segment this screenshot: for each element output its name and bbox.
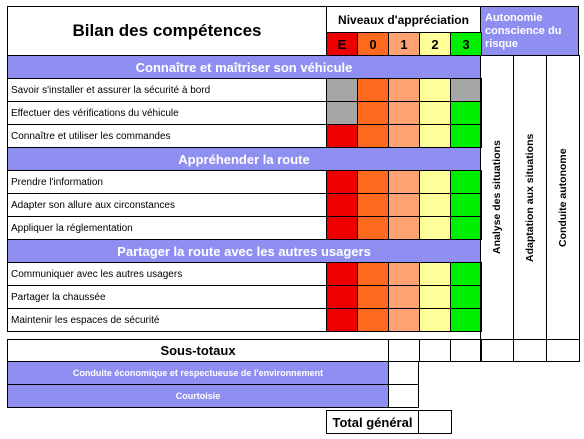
level-cell-1[interactable] [388,216,420,240]
level-cell-1[interactable] [388,308,420,332]
extra-courtoisie: Courtoisie [7,384,389,408]
level-cell-0[interactable] [357,170,389,194]
subtotal-cell-autonomy-0[interactable] [480,339,514,362]
level-cell-1[interactable] [388,193,420,217]
subtotal-cell-autonomy-2[interactable] [546,339,580,362]
subtotal-cell-level-1[interactable] [388,339,420,362]
level-cell-1[interactable] [388,170,420,194]
level-cell-2[interactable] [419,101,451,125]
section-title: Partager la route avec les autres usager… [7,239,481,263]
level-cell-3[interactable] [450,216,482,240]
level-cell-3[interactable] [450,262,482,286]
row-label: Appliquer la réglementation [7,216,327,240]
level-header-1: 0 [357,32,389,56]
subtotal-cell-autonomy-1[interactable] [513,339,547,362]
level-cell-1[interactable] [388,78,420,102]
level-cell-E[interactable] [326,101,358,125]
level-cell-0[interactable] [357,124,389,148]
level-cell-1[interactable] [388,262,420,286]
level-cell-E[interactable] [326,170,358,194]
level-cell-1[interactable] [388,101,420,125]
level-cell-2[interactable] [419,216,451,240]
level-cell-0[interactable] [357,285,389,309]
level-cell-2[interactable] [419,170,451,194]
row-label: Partager la chaussée [7,285,327,309]
level-header-4: 3 [450,32,482,56]
extra-eco: Conduite économique et respectueuse de l… [7,361,389,385]
autonomy-column-0: Analyse des situations [480,55,514,340]
subtotal-cell-level-3[interactable] [450,339,482,362]
extra-eco-score[interactable] [388,361,419,385]
level-cell-0[interactable] [357,101,389,125]
level-cell-2[interactable] [419,78,451,102]
row-label: Savoir s'installer et assurer la sécurit… [7,78,327,102]
autonomy-header: Autonomie conscience du risque [480,6,579,56]
level-cell-0[interactable] [357,216,389,240]
level-cell-E[interactable] [326,124,358,148]
level-cell-2[interactable] [419,193,451,217]
level-cell-2[interactable] [419,308,451,332]
level-cell-2[interactable] [419,124,451,148]
level-cell-1[interactable] [388,124,420,148]
autonomy-column-2: Conduite autonome [546,55,580,340]
extra-courtoisie-score[interactable] [388,384,419,408]
row-label: Prendre l'information [7,170,327,194]
level-cell-0[interactable] [357,193,389,217]
level-cell-E[interactable] [326,285,358,309]
section-title: Appréhender la route [7,147,481,171]
level-cell-E[interactable] [326,78,358,102]
row-label: Effectuer des vérifications du véhicule [7,101,327,125]
level-header-0: E [326,32,358,56]
level-header-3: 2 [419,32,451,56]
level-cell-2[interactable] [419,262,451,286]
subtotal-label: Sous-totaux [7,339,389,362]
section-title: Connaître et maîtriser son véhicule [7,55,481,79]
level-cell-3[interactable] [450,193,482,217]
total-label: Total général [326,410,419,434]
level-cell-E[interactable] [326,216,358,240]
level-cell-1[interactable] [388,285,420,309]
total-score[interactable] [418,410,452,434]
level-cell-3[interactable] [450,101,482,125]
level-cell-3[interactable] [450,285,482,309]
subtotal-cell-level-2[interactable] [419,339,451,362]
row-label: Adapter son allure aux circonstances [7,193,327,217]
level-cell-3[interactable] [450,308,482,332]
levels-header: Niveaux d'appréciation [326,6,481,33]
level-cell-0[interactable] [357,78,389,102]
level-cell-E[interactable] [326,308,358,332]
row-label: Communiquer avec les autres usagers [7,262,327,286]
level-cell-0[interactable] [357,262,389,286]
row-label: Connaître et utiliser les commandes [7,124,327,148]
level-cell-3[interactable] [450,170,482,194]
level-header-2: 1 [388,32,420,56]
level-cell-0[interactable] [357,308,389,332]
level-cell-E[interactable] [326,193,358,217]
level-cell-E[interactable] [326,262,358,286]
page-title: Bilan des compétences [7,6,327,56]
level-cell-2[interactable] [419,285,451,309]
row-label: Maintenir les espaces de sécurité [7,308,327,332]
level-cell-3[interactable] [450,78,482,102]
level-cell-3[interactable] [450,124,482,148]
autonomy-column-1: Adaptation aux situations [513,55,547,340]
